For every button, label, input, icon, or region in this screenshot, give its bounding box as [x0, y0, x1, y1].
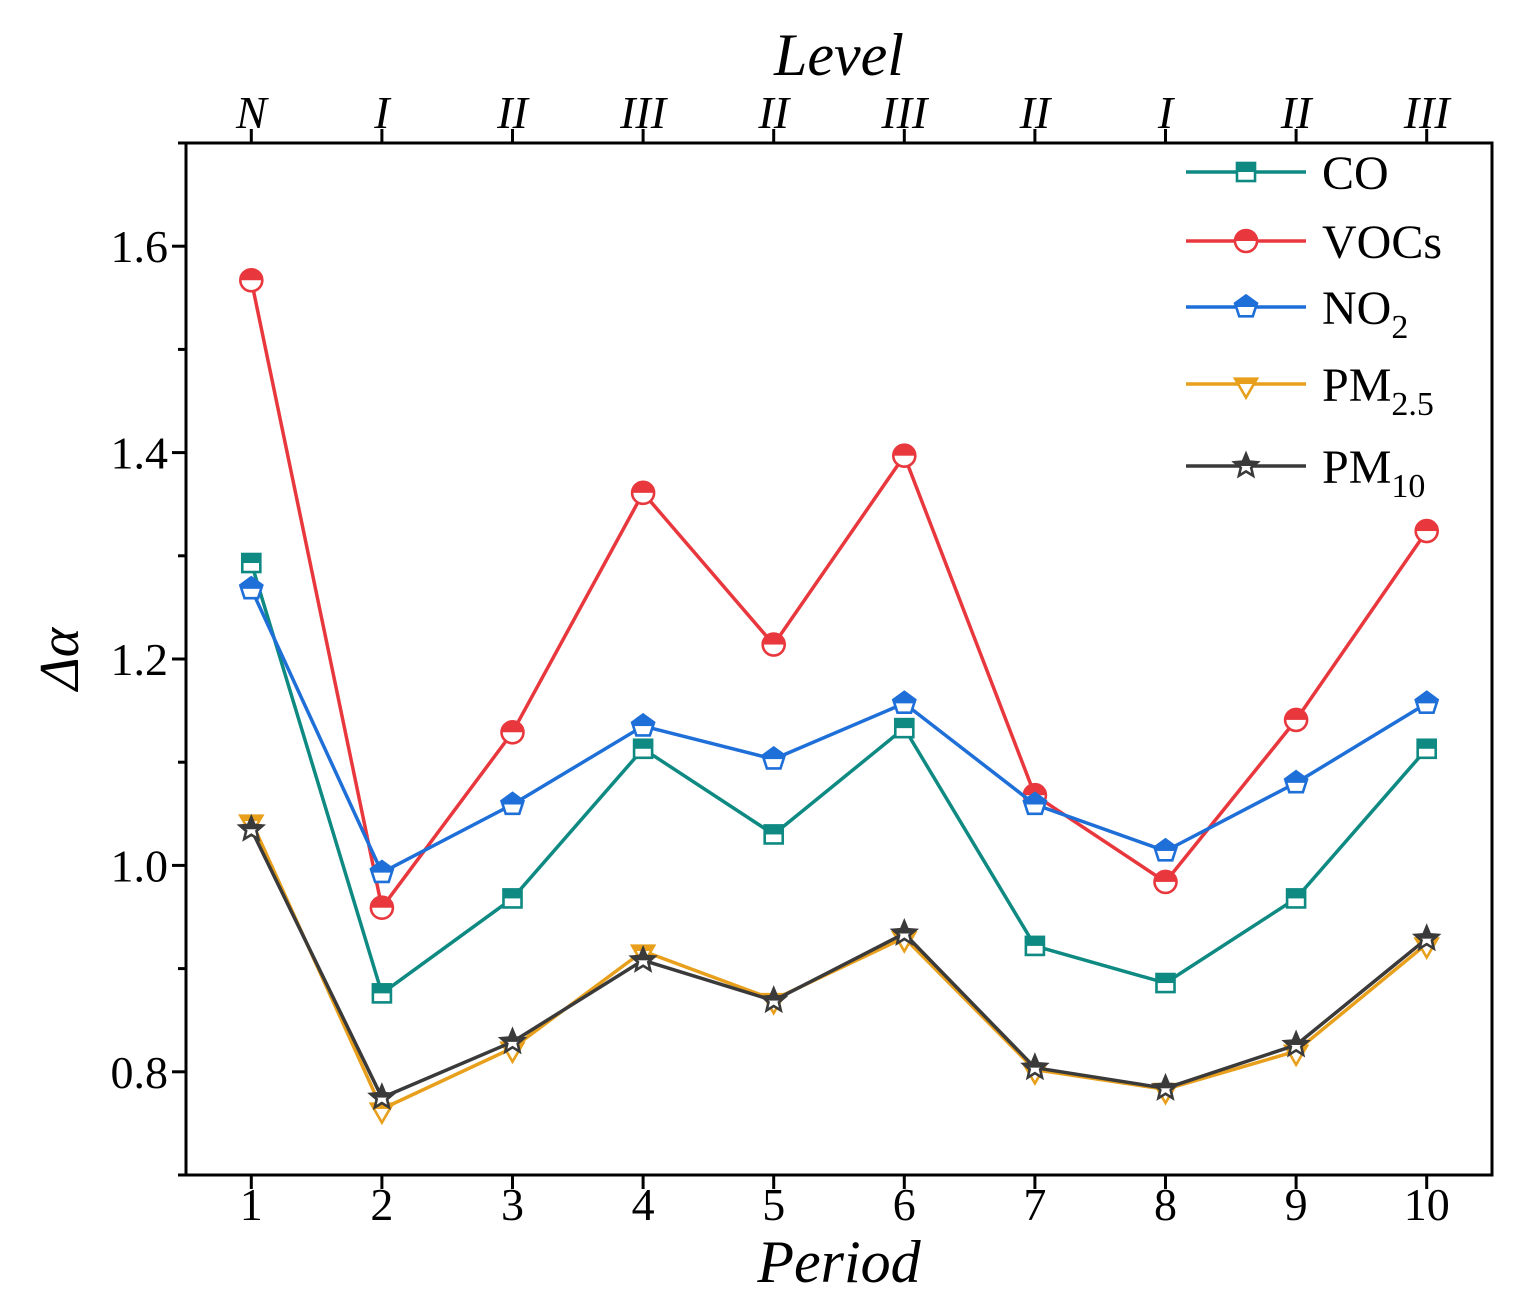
point-vocs [891, 443, 917, 468]
series-pm25 [238, 814, 1440, 1126]
x-axis-title: Period [756, 1229, 921, 1295]
point-no2 [630, 712, 656, 737]
legend-label: VOCs [1322, 216, 1442, 269]
series-pm10 [236, 813, 1442, 1111]
point-pm10 [236, 813, 267, 842]
legend-label: NO2 [1322, 282, 1408, 346]
series-line-vocs [249, 279, 1429, 910]
point-vocs [500, 719, 525, 745]
y-tick-label: 1.2 [111, 634, 169, 685]
x-tick-label: 4 [632, 1179, 655, 1230]
point-co [240, 552, 262, 574]
series-vocs [239, 267, 1439, 921]
x-tick-label: 5 [762, 1179, 785, 1230]
x-tick-label: 3 [501, 1179, 524, 1230]
x-tick-label: 6 [893, 1179, 916, 1230]
top-tick-label: III [1403, 87, 1453, 138]
top-tick-label: II [757, 87, 791, 138]
point-co [371, 983, 393, 1004]
x-tick-label: 8 [1154, 1179, 1177, 1230]
top-tick-label: II [1280, 87, 1314, 138]
plot-frame [184, 141, 1494, 1177]
legend-label: PM2.5 [1322, 359, 1434, 423]
point-no2 [238, 575, 264, 600]
point-no2 [761, 745, 787, 770]
x-tick-label: 2 [370, 1179, 393, 1230]
x-tick-label: 10 [1404, 1179, 1450, 1230]
point-co [763, 824, 785, 845]
point-pm10 [1411, 923, 1442, 952]
top-tick-label: I [373, 87, 392, 138]
point-no2 [1283, 769, 1309, 794]
point-no2 [369, 859, 395, 884]
point-co [1155, 972, 1176, 994]
tick-labels: 1 N 2 I 3 II 4 III 5 II 6 III 7 II 8 I 9 II 10 III 0.8 1.0 1.2… [111, 87, 1453, 1230]
legend-item-co: CO [1186, 147, 1389, 200]
point-vocs [1153, 869, 1178, 895]
x-tick-label: 1 [240, 1179, 263, 1230]
y-tick-label: 1.6 [111, 221, 169, 272]
top-tick-label: II [1019, 87, 1053, 138]
y-tick-label: 1.0 [111, 840, 169, 891]
point-vocs [369, 895, 395, 921]
point-vocs [630, 480, 656, 506]
top-tick-label: III [619, 87, 669, 138]
series-line-pm25 [249, 820, 1428, 1111]
point-co [632, 738, 654, 760]
axis-ticks [172, 129, 1429, 1189]
legend-marker-no2 [1233, 293, 1259, 318]
y-tick-label: 1.4 [111, 428, 169, 479]
legend-item-pm10: PM10 [1186, 441, 1425, 505]
y-tick-label: 0.8 [111, 1047, 169, 1098]
series-line-pm10 [249, 828, 1428, 1100]
top-tick-label: II [496, 87, 530, 138]
point-vocs [1283, 707, 1309, 733]
top-tick-label: I [1157, 87, 1176, 138]
legend-label: PM10 [1322, 441, 1425, 505]
point-vocs [1414, 518, 1439, 544]
point-pm10 [1020, 1052, 1050, 1081]
top-tick-label: III [880, 87, 930, 138]
x-tick-label: 9 [1285, 1179, 1308, 1230]
point-pm10 [367, 1082, 397, 1111]
point-no2 [1022, 791, 1048, 816]
series-co [240, 552, 1438, 1004]
legend-item-vocs: VOCs [1186, 216, 1442, 269]
x-tick-label: 7 [1023, 1179, 1046, 1230]
series-line-no2 [249, 588, 1428, 875]
legend: CO VOCs NO2 PM2.5 PM10 [1186, 147, 1442, 505]
legend-label: CO [1322, 147, 1389, 200]
series-line-co [249, 562, 1429, 996]
point-pm10 [889, 918, 920, 947]
top-axis-title: Level [773, 22, 904, 88]
legend-marker-vocs [1233, 228, 1259, 254]
point-co [1024, 935, 1046, 957]
legend-item-pm25: PM2.5 [1186, 359, 1434, 423]
legend-marker-pm25 [1232, 377, 1260, 401]
y-axis-title: Δα [29, 626, 91, 692]
point-co [1285, 888, 1307, 909]
point-no2 [891, 690, 917, 715]
series-layer [236, 267, 1442, 1126]
point-no2 [1152, 837, 1179, 862]
point-vocs [761, 632, 787, 657]
legend-marker-co [1235, 161, 1257, 183]
point-co [893, 717, 915, 739]
point-vocs [239, 267, 264, 293]
top-tick-label: N [235, 87, 269, 138]
legend-item-no2: NO2 [1186, 282, 1408, 346]
point-co [502, 888, 523, 909]
series-no2 [238, 575, 1440, 884]
legend-marker-pm10 [1231, 450, 1261, 479]
point-co [1416, 738, 1438, 760]
point-no2 [499, 791, 526, 816]
point-no2 [1414, 690, 1440, 715]
point-pm10 [1150, 1072, 1181, 1101]
